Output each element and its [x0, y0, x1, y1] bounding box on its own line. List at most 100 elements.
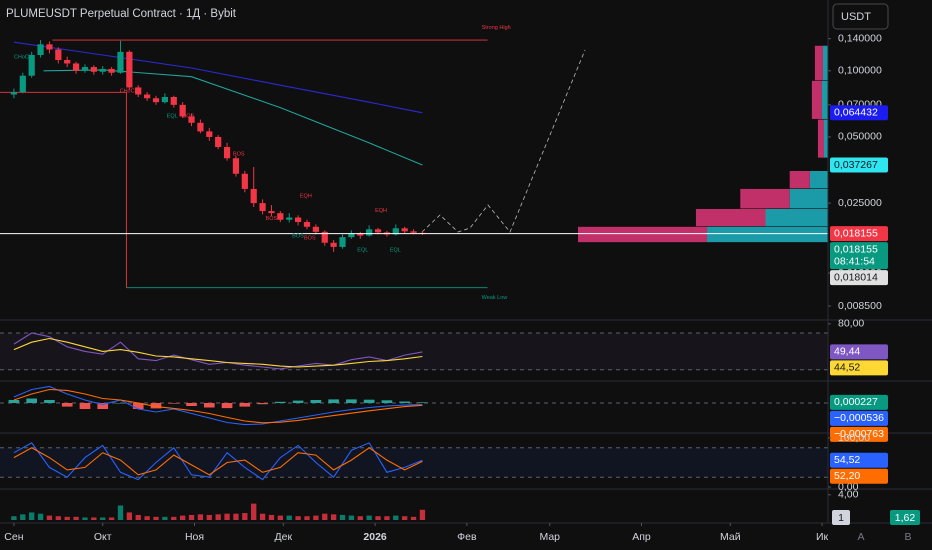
price-badge	[830, 242, 888, 270]
smc-label: BOS	[233, 152, 245, 158]
histogram-bar	[168, 403, 180, 404]
scale-button[interactable]: B	[904, 531, 911, 543]
scale-button[interactable]: A	[857, 531, 864, 543]
volume-bar	[126, 512, 133, 520]
indicator-badge-label: −0,000536	[834, 412, 884, 424]
candle-body	[90, 67, 97, 72]
indicator-line	[13, 442, 423, 481]
volume-bar	[29, 512, 35, 520]
smc-label: CHoCH	[120, 88, 139, 94]
histogram-bar	[310, 400, 322, 403]
volume-bar	[277, 515, 284, 520]
histogram-bar	[381, 400, 393, 403]
profile-sell	[789, 170, 810, 189]
price-badge	[830, 270, 888, 286]
candle-body	[170, 96, 177, 105]
histogram-bar	[328, 399, 339, 403]
candle-body	[179, 104, 186, 117]
histogram-bar	[399, 401, 411, 403]
volume-bar	[339, 514, 346, 520]
x-tick-label: Сен	[4, 531, 23, 543]
volume-bar	[366, 515, 372, 520]
volume-badge	[890, 510, 920, 525]
volume-bar	[11, 516, 17, 520]
smc-label: EQL	[167, 113, 178, 119]
indicator-badge	[830, 426, 888, 442]
x-tick-label: Ноя	[185, 531, 204, 543]
candle-body	[161, 96, 168, 103]
smc-label: CHoCH	[14, 55, 33, 61]
profile-sell	[695, 209, 766, 227]
volume-bar	[251, 503, 257, 520]
profile-buy	[822, 45, 828, 81]
indicator-badge	[830, 344, 888, 360]
projection-path	[421, 49, 586, 233]
pane-badge-label: 1	[838, 512, 844, 524]
histogram-bar	[79, 403, 91, 409]
y-tick-label: 80,00	[838, 318, 864, 330]
histogram-bar	[150, 403, 162, 409]
candle-body	[55, 49, 62, 60]
indicator-badge	[830, 468, 888, 484]
candle-body	[10, 92, 18, 95]
indicator-badge	[830, 452, 888, 468]
profile-buy	[821, 80, 828, 119]
volume-bar	[46, 515, 53, 520]
smc-label: BOS	[304, 236, 316, 242]
histogram-bar	[203, 403, 215, 408]
candle-body	[72, 63, 80, 71]
indicator-badge-label: 49,44	[834, 346, 860, 358]
x-tick-label: Апр	[632, 531, 651, 543]
volume-bar	[153, 516, 159, 520]
histogram-bar	[26, 398, 38, 403]
candle-body	[312, 226, 319, 232]
histogram-bar	[292, 400, 304, 403]
price-badge	[830, 226, 888, 242]
currency-label[interactable]: USDT	[841, 11, 871, 23]
histogram-bar	[346, 399, 357, 403]
countdown-label: 08:41:54	[834, 255, 875, 267]
volume-bar	[171, 516, 177, 520]
currency-button[interactable]	[832, 3, 889, 30]
y-tick-label: 100,00	[838, 432, 870, 444]
volume-bar	[348, 515, 355, 520]
candle-body	[144, 94, 151, 99]
moving-average	[13, 41, 423, 114]
volume-bar	[20, 514, 26, 520]
y-tick-label: 0,100000	[838, 65, 882, 77]
volume-bar	[91, 517, 97, 520]
volume-bar	[384, 516, 390, 520]
candle-body	[37, 44, 44, 56]
indicator-line	[13, 388, 423, 424]
volume-bar	[286, 515, 292, 520]
candle-body	[268, 211, 275, 214]
volume-bar	[73, 516, 79, 520]
profile-sell	[811, 80, 822, 119]
candle-body	[294, 217, 302, 223]
indicator-badge	[830, 360, 888, 376]
price-badge-label: 0,018155	[834, 227, 878, 239]
volume-bar	[108, 517, 115, 520]
indicator-panes	[0, 332, 828, 520]
smc-label: EQL	[390, 247, 401, 253]
histogram-bar	[417, 402, 428, 403]
candle-body	[19, 75, 26, 93]
candle-body	[348, 233, 355, 238]
volume-bar	[268, 514, 275, 520]
histogram-bar	[275, 401, 286, 403]
volume-bar	[393, 515, 399, 520]
y-tick-label: 0,140000	[838, 32, 882, 44]
histogram-bar	[221, 403, 233, 409]
candle-body	[232, 158, 240, 174]
profile-buy	[823, 119, 828, 158]
histogram-bar	[61, 403, 73, 407]
histogram-bar	[44, 400, 55, 403]
x-tick-label: Мар	[539, 531, 560, 543]
candle-body	[108, 68, 115, 73]
volume-bar	[197, 514, 204, 520]
candle-body	[303, 222, 311, 227]
volume-bar	[144, 516, 150, 520]
candle-body	[215, 136, 222, 148]
